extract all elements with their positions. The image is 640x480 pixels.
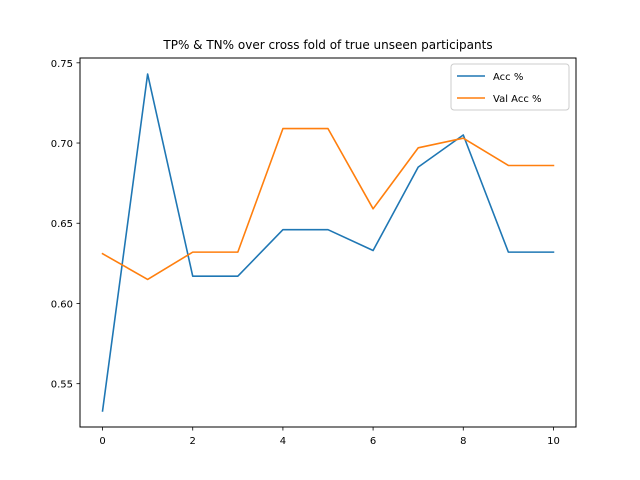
chart-title: TP% & TN% over cross fold of true unseen…: [162, 38, 492, 52]
y-tick-label: 0.55: [51, 380, 73, 391]
x-tick-label: 0: [99, 436, 105, 447]
legend-label-1: Val Acc %: [493, 94, 542, 105]
axes-frame: [79, 57, 577, 428]
x-axis: 0 2 4 6 8 10: [99, 427, 560, 447]
y-tick-label: 0.60: [51, 299, 73, 310]
y-tick-label: 0.65: [51, 219, 73, 230]
x-tick-label: 6: [370, 436, 376, 447]
x-tick-label: 10: [547, 436, 560, 447]
plot-area: [101, 73, 555, 412]
series-line-1: [101, 127, 555, 281]
x-tick-label: 4: [280, 436, 286, 447]
legend-label-0: Acc %: [493, 72, 523, 83]
y-tick-label: 0.75: [51, 59, 73, 70]
x-tick-label: 2: [190, 436, 196, 447]
x-tick-label: 8: [460, 436, 466, 447]
series-line-0: [101, 73, 555, 412]
y-tick-label: 0.70: [51, 139, 73, 150]
y-axis: 0.55 0.60 0.65 0.70 0.75: [51, 59, 80, 391]
legend: Acc % Val Acc %: [450, 63, 570, 111]
